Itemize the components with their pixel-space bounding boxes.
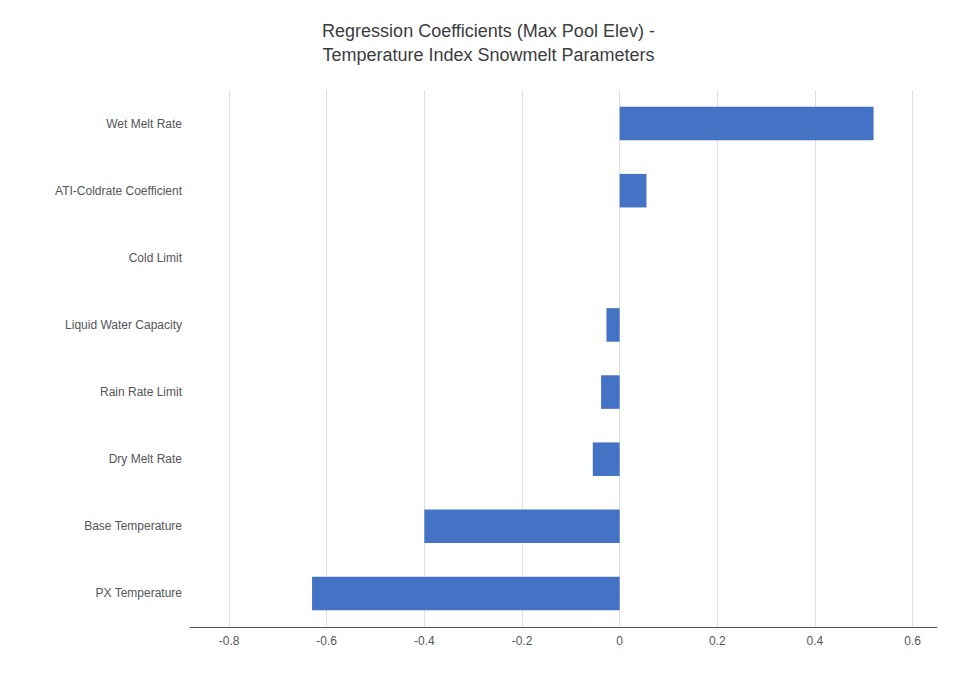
svg-text:0.4: 0.4 xyxy=(807,634,824,648)
svg-text:-0.6: -0.6 xyxy=(316,634,337,648)
svg-text:-0.4: -0.4 xyxy=(414,634,435,648)
svg-text:Wet Melt Rate: Wet Melt Rate xyxy=(106,117,182,131)
svg-text:Liquid Water Capacity: Liquid Water Capacity xyxy=(65,318,182,332)
svg-text:0: 0 xyxy=(616,634,623,648)
svg-text:0.2: 0.2 xyxy=(709,634,726,648)
svg-text:Dry Melt Rate: Dry Melt Rate xyxy=(109,452,183,466)
svg-text:Cold Limit: Cold Limit xyxy=(129,251,183,265)
svg-text:Regression Coefficients (Max P: Regression Coefficients (Max Pool Elev) … xyxy=(322,21,655,41)
svg-text:ATI-Coldrate Coefficient: ATI-Coldrate Coefficient xyxy=(55,184,183,198)
svg-text:-0.8: -0.8 xyxy=(219,634,240,648)
svg-text:-0.2: -0.2 xyxy=(512,634,533,648)
svg-text:0.6: 0.6 xyxy=(904,634,921,648)
svg-text:Temperature Index Snowmelt Par: Temperature Index Snowmelt Parameters xyxy=(322,45,654,65)
svg-text:Base Temperature: Base Temperature xyxy=(84,519,182,533)
svg-text:Rain Rate Limit: Rain Rate Limit xyxy=(100,385,183,399)
svg-text:PX Temperature: PX Temperature xyxy=(96,586,183,600)
